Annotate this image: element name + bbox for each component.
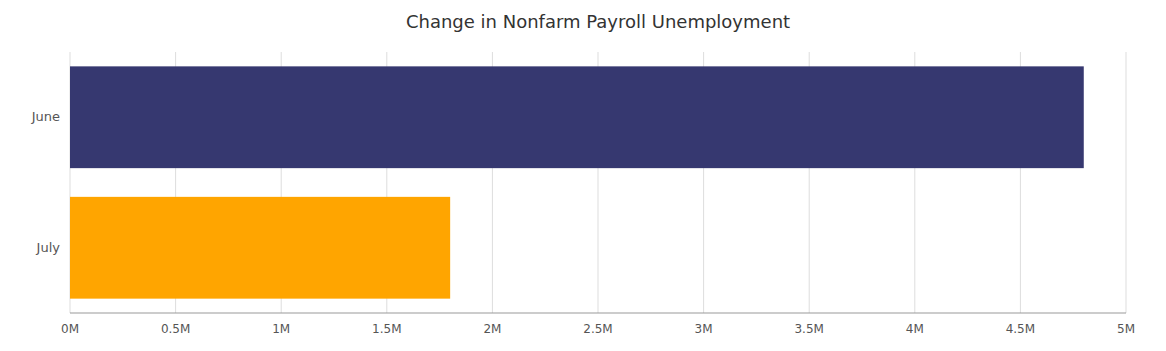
bar (70, 66, 1084, 168)
tick-label: 2M (483, 322, 501, 336)
tick-label: 1.5M (372, 322, 401, 336)
chart-container: Change in Nonfarm Payroll Unemployment 0M… (0, 0, 1166, 351)
tick-label: 0M (61, 322, 79, 336)
bars (70, 66, 1084, 298)
category-label: July (36, 240, 61, 255)
value-axis-line (70, 313, 1126, 314)
category-axis-labels: June July (31, 109, 61, 255)
grid (70, 52, 1126, 313)
tick-label: 5M (1117, 322, 1135, 336)
tick-label: 2.5M (583, 322, 612, 336)
chart-svg: Change in Nonfarm Payroll Unemployment 0M… (0, 0, 1166, 351)
grid-line (1126, 52, 1127, 313)
chart-title: Change in Nonfarm Payroll Unemployment (406, 11, 790, 32)
tick-label: 4M (906, 322, 924, 336)
tick-label: 3M (695, 322, 713, 336)
tick-label: 4.5M (1006, 322, 1035, 336)
value-axis-ticks: 0M 0.5M 1M 1.5M 2M 2.5M 3M 3.5M 4M 4.5M 5M (61, 322, 1135, 336)
bar (70, 197, 450, 299)
category-label: June (31, 109, 60, 124)
tick-label: 1M (272, 322, 290, 336)
tick-label: 0.5M (161, 322, 190, 336)
tick-label: 3.5M (794, 322, 823, 336)
